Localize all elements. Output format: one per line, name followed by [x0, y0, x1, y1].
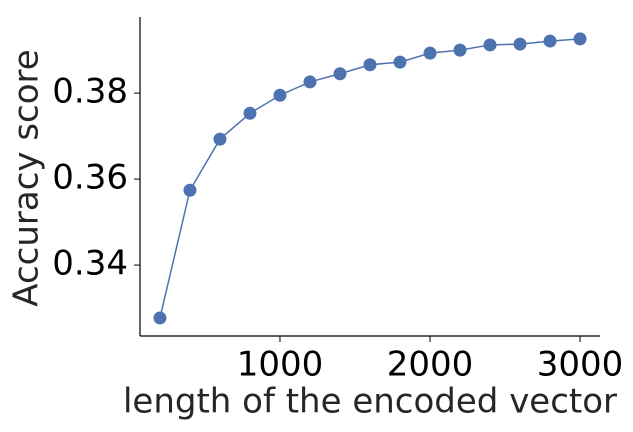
- point: [273, 88, 287, 102]
- series-line: [159, 38, 581, 319]
- point: [303, 75, 317, 89]
- point: [243, 106, 257, 120]
- point: [483, 38, 497, 52]
- point: [543, 34, 557, 48]
- y-axis-label: Accuracy score: [7, 49, 47, 306]
- point: [393, 55, 407, 69]
- x-axis-label: length of the encoded vector: [123, 382, 617, 422]
- point: [363, 58, 377, 72]
- y-tick-label: 0.36: [52, 158, 128, 198]
- y-tick-label: 0.34: [52, 244, 128, 284]
- x-tick-label: 1000: [237, 345, 324, 385]
- point: [423, 46, 437, 60]
- point: [183, 183, 197, 197]
- point: [513, 37, 527, 51]
- x-tick-label: 2000: [387, 345, 474, 385]
- point: [153, 311, 167, 325]
- point: [453, 43, 467, 57]
- point: [573, 32, 587, 46]
- point: [333, 67, 347, 81]
- y-tick-label: 0.38: [52, 72, 128, 112]
- x-tick-label: 3000: [537, 345, 624, 385]
- point: [213, 132, 227, 146]
